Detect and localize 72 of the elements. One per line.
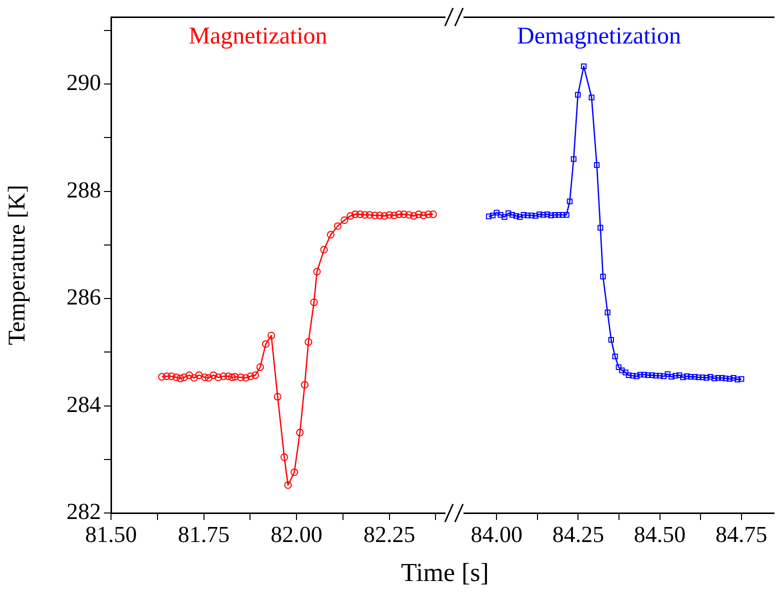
x-tick-label: 84.00 xyxy=(470,522,523,547)
point xyxy=(414,210,422,218)
point xyxy=(361,211,369,219)
point xyxy=(246,372,254,380)
point xyxy=(274,392,282,400)
point xyxy=(334,222,342,230)
point xyxy=(296,428,304,436)
x-axis-title: Time [s] xyxy=(400,558,490,588)
y-tick-label: 282 xyxy=(66,499,101,524)
point xyxy=(256,363,264,371)
point xyxy=(420,212,428,220)
point xyxy=(380,212,388,220)
x-tick-label: 84.25 xyxy=(552,522,604,547)
point xyxy=(252,371,260,379)
point xyxy=(351,210,359,218)
y-axis-title: Temperature [K] xyxy=(4,184,31,346)
point xyxy=(313,268,321,276)
point xyxy=(429,210,437,218)
point xyxy=(300,381,309,389)
point xyxy=(340,216,348,224)
series-label: Demagnetization xyxy=(517,23,681,50)
point xyxy=(214,374,222,382)
x-tick-label: 81.50 xyxy=(85,522,137,547)
point xyxy=(405,211,413,219)
x-tick-label: 82.00 xyxy=(270,522,322,547)
point xyxy=(395,210,403,218)
point xyxy=(224,372,232,380)
point xyxy=(284,481,292,489)
text: Magnetization xyxy=(188,23,328,50)
point xyxy=(158,373,166,381)
point xyxy=(180,374,188,382)
point xyxy=(220,372,228,380)
point xyxy=(168,372,176,380)
y-tick-label: 286 xyxy=(66,284,101,310)
x-tick-label: 84.75 xyxy=(715,522,768,547)
point xyxy=(237,374,245,382)
point xyxy=(400,210,408,218)
point xyxy=(346,212,354,220)
point xyxy=(195,371,203,379)
point xyxy=(320,246,328,254)
point xyxy=(204,374,212,382)
point xyxy=(424,210,432,218)
y-tick-label: 290 xyxy=(66,70,101,96)
point xyxy=(371,212,379,220)
point xyxy=(310,298,318,306)
point xyxy=(304,338,312,346)
point xyxy=(356,210,364,218)
point xyxy=(376,212,384,220)
point xyxy=(176,374,184,382)
point xyxy=(162,372,170,380)
point xyxy=(242,374,250,382)
point xyxy=(366,211,374,219)
point xyxy=(190,374,198,382)
point xyxy=(410,212,418,220)
point xyxy=(231,373,239,381)
x-tick-label: 81.75 xyxy=(178,522,230,547)
point xyxy=(172,374,180,382)
point xyxy=(326,230,334,239)
point xyxy=(210,371,218,379)
point xyxy=(268,332,276,340)
point xyxy=(201,374,209,382)
point xyxy=(390,212,398,220)
point xyxy=(262,340,270,348)
point xyxy=(186,371,194,379)
x-tick-label: 82.25 xyxy=(363,522,416,547)
y-tick-label: 288 xyxy=(66,177,101,202)
point xyxy=(290,468,298,476)
point xyxy=(228,374,236,382)
y-tick-label: 284 xyxy=(66,392,102,417)
point xyxy=(386,211,394,219)
point xyxy=(280,453,288,462)
x-tick-label: 84.50 xyxy=(634,522,686,547)
